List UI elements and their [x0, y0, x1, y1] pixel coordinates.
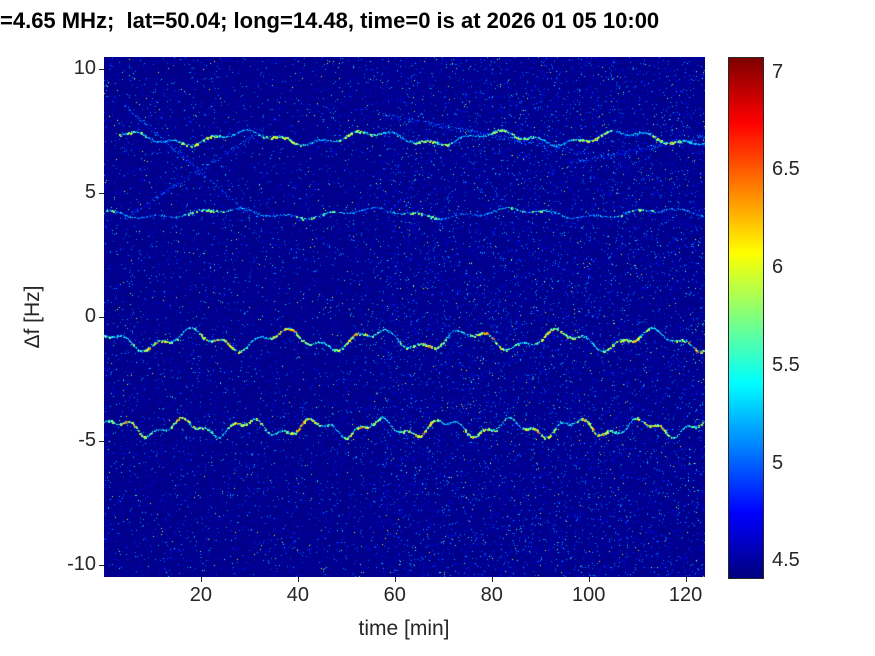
colorbar-tick-label: 5 [772, 451, 784, 474]
x-axis-label: time [min] [358, 617, 450, 640]
x-tick-mark [492, 577, 493, 582]
x-tick-mark [686, 577, 687, 582]
x-tick-mark [589, 577, 590, 582]
colorbar-tick-label: 4.5 [772, 549, 800, 572]
colorbar-tick-label: 5.5 [772, 353, 800, 376]
x-tick-label: 20 [189, 584, 213, 606]
y-tick-label: 0 [84, 305, 96, 327]
y-tick-mark [99, 193, 104, 194]
heatmap-canvas [104, 57, 705, 577]
colorbar-canvas [728, 57, 764, 579]
y-tick-label: 5 [84, 181, 96, 204]
y-tick-mark [99, 565, 104, 566]
x-tick-mark [298, 577, 299, 582]
y-tick-label: 10 [73, 57, 96, 80]
x-tick-label: 120 [668, 584, 703, 606]
plot-title: =4.65 MHz; lat=50.04; long=14.48, time=0… [0, 8, 660, 33]
colorbar-tick-label: 6.5 [772, 158, 800, 181]
x-tick-label: 60 [383, 584, 406, 606]
x-tick-mark [201, 577, 202, 582]
y-tick-label: -10 [67, 552, 96, 575]
x-tick-label: 40 [286, 584, 309, 606]
colorbar-tick-label: 7 [772, 60, 784, 83]
y-tick-label: -5 [78, 428, 96, 451]
y-tick-mark [99, 441, 104, 442]
colorbar-tick-label: 6 [772, 256, 784, 279]
x-tick-label: 80 [480, 584, 503, 606]
x-tick-mark [395, 577, 396, 582]
x-tick-label: 100 [571, 584, 606, 606]
y-tick-mark [99, 69, 104, 70]
y-tick-mark [99, 317, 104, 318]
